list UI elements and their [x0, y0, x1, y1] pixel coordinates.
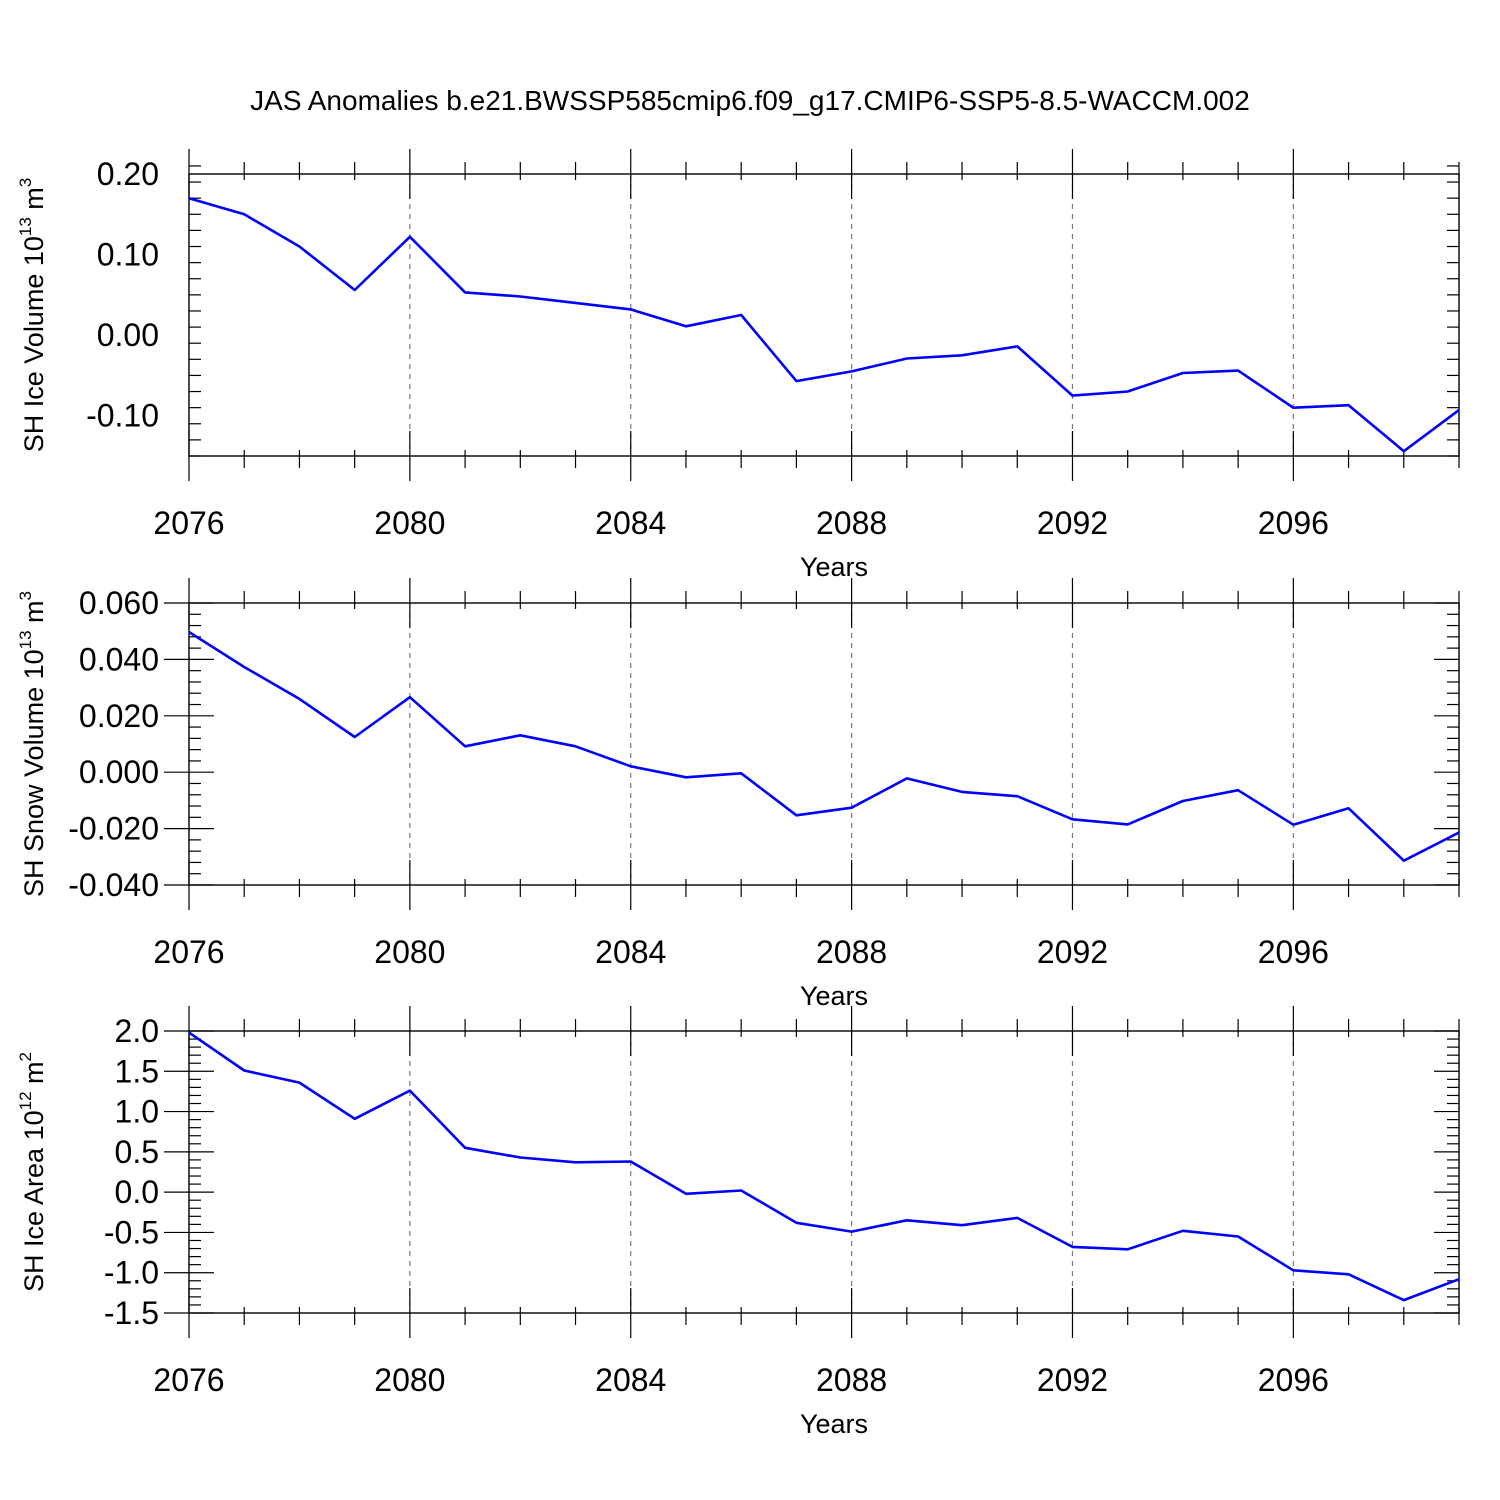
- y-tick-label: 0.060: [79, 585, 159, 621]
- x-tick-label-2076: 2076: [153, 934, 224, 970]
- y-axis-label-text: SH Ice Area 10: [19, 1110, 49, 1292]
- y-axis-label: SH Ice Volume 1013 m3: [16, 178, 49, 453]
- y-tick-label: -1.5: [104, 1295, 159, 1331]
- x-tick-label-2084: 2084: [595, 1362, 666, 1398]
- y-axis-label: SH Snow Volume 1013 m3: [16, 591, 49, 897]
- x-tick-label-2080: 2080: [374, 505, 445, 541]
- y-tick-label: 0.0: [115, 1174, 159, 1210]
- plot-frame: [188, 173, 1460, 457]
- y-tick-label: 0.5: [115, 1134, 159, 1170]
- y-axis-label-unit: m: [19, 600, 49, 630]
- panel-sh-ice-area: 2076 2080 2084 2088 2092 2096 Years -1.5 -1.0 -0.…: [16, 1006, 1460, 1439]
- y-tick-label: -1.0: [104, 1255, 159, 1291]
- y-axis-label-exp: 13: [16, 217, 35, 236]
- x-tick-label-2080: 2080: [374, 934, 445, 970]
- x-tick-label-2088: 2088: [816, 1362, 887, 1398]
- panel-sh-ice-volume: 2076 2080 2084 2088 2092 2096 Years -0.10 0.00 0.…: [16, 149, 1460, 582]
- panel-sh-snow-volume: 2076 2080 2084 2088 2092 2096 Years -0.040 -0.02…: [16, 578, 1460, 1011]
- y-axis-label-exp: 13: [16, 630, 35, 649]
- y-tick-label: 0.000: [79, 754, 159, 790]
- y-tick-label: 0.040: [79, 641, 159, 677]
- x-tick-label-2084: 2084: [595, 505, 666, 541]
- series-line-0: [188, 1031, 1460, 1302]
- y-axis-label: SH Ice Area 1012 m2: [16, 1052, 49, 1292]
- y-tick-label: -0.040: [68, 867, 159, 903]
- y-tick-label: 0.020: [79, 698, 159, 734]
- figure-title: JAS Anomalies b.e21.BWSSP585cmip6.f09_g1…: [250, 85, 1250, 116]
- x-tick-label-2092: 2092: [1037, 1362, 1108, 1398]
- x-tick-label-2096: 2096: [1258, 505, 1329, 541]
- y-tick-label: 1.5: [115, 1053, 159, 1089]
- x-tick-label-2084: 2084: [595, 934, 666, 970]
- x-tick-label-2092: 2092: [1037, 934, 1108, 970]
- y-axis-label-unit-exp: 3: [16, 591, 35, 600]
- y-tick-label: 0.00: [97, 317, 159, 353]
- y-tick-label: 2.0: [115, 1013, 159, 1049]
- x-tick-label-2092: 2092: [1037, 505, 1108, 541]
- x-tick-label-2088: 2088: [816, 505, 887, 541]
- y-tick-label: -0.10: [86, 398, 159, 434]
- y-tick-label: 0.20: [97, 156, 159, 192]
- x-tick-label-2076: 2076: [153, 1362, 224, 1398]
- y-axis-label-text: SH Snow Volume 10: [19, 649, 49, 897]
- y-tick-label: -0.5: [104, 1214, 159, 1250]
- y-tick-label: 1.0: [115, 1094, 159, 1130]
- x-axis-label: Years: [800, 981, 868, 1011]
- series-line-0: [188, 196, 1460, 453]
- x-axis-label: Years: [800, 552, 868, 582]
- x-tick-label-2096: 2096: [1258, 1362, 1329, 1398]
- x-tick-label-2088: 2088: [816, 934, 887, 970]
- x-axis-label: Years: [800, 1409, 868, 1439]
- y-tick-label: -0.020: [68, 811, 159, 847]
- y-axis-label-unit: m: [19, 1061, 49, 1091]
- y-tick-label: 0.10: [97, 237, 159, 273]
- plot-frame: [188, 1030, 1460, 1314]
- y-axis-label-unit-exp: 3: [16, 178, 35, 187]
- series-line-0: [188, 630, 1460, 863]
- x-tick-label-2076: 2076: [153, 505, 224, 541]
- plot-frame: [188, 602, 1460, 886]
- y-axis-label-unit-exp: 2: [16, 1052, 35, 1061]
- y-axis-label-exp: 12: [16, 1091, 35, 1110]
- x-tick-label-2096: 2096: [1258, 934, 1329, 970]
- y-axis-label-text: SH Ice Volume 10: [19, 236, 49, 452]
- x-tick-label-2080: 2080: [374, 1362, 445, 1398]
- y-axis-label-unit: m: [19, 187, 49, 217]
